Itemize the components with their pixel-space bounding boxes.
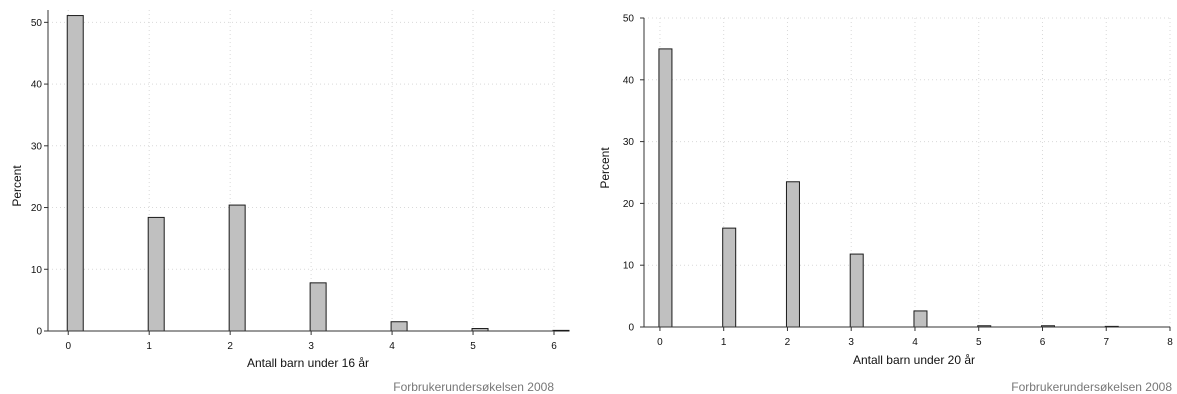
- x-tick-label: 2: [227, 341, 233, 352]
- bar-6: [552, 329, 570, 332]
- bar-2: [785, 181, 800, 328]
- bar-3: [849, 253, 864, 328]
- x-tick-label: 1: [721, 337, 727, 348]
- y-tick-label: 20: [31, 203, 43, 214]
- bar-4: [913, 310, 928, 328]
- x-tick-label: 4: [912, 337, 918, 348]
- bar-0: [66, 15, 84, 332]
- x-axis-title: Antall barn under 20 år: [853, 353, 975, 367]
- x-tick-label: 3: [848, 337, 854, 348]
- y-tick-label: 0: [36, 327, 42, 338]
- source-note: Forbrukerundersøkelsen 2008: [1011, 380, 1172, 394]
- y-tick-label: 10: [31, 265, 43, 276]
- y-tick-label: 50: [623, 14, 635, 25]
- y-tick-label: 40: [31, 80, 43, 91]
- y-tick-label: 30: [623, 137, 635, 148]
- y-axis-title: Percent: [10, 165, 24, 207]
- x-axis-title: Antall barn under 16 år: [247, 356, 369, 370]
- x-tick-label: 1: [146, 341, 152, 352]
- x-tick-label: 3: [308, 341, 314, 352]
- y-tick-label: 40: [623, 75, 635, 86]
- y-tick-label: 10: [623, 261, 635, 272]
- bar-1: [147, 216, 165, 332]
- x-tick-label: 7: [1103, 337, 1109, 348]
- source-note: Forbrukerundersøkelsen 2008: [393, 380, 554, 394]
- chart-children-under-16: 0 10 20 30 40 50 0 1 2 3 4 5 6 Antall barn under 16 …: [10, 10, 570, 394]
- x-tick-label: 5: [976, 337, 982, 348]
- bar-3: [309, 282, 327, 332]
- x-tick-label: 5: [470, 341, 476, 352]
- x-tick-label: 8: [1167, 337, 1173, 348]
- chart-children-under-20: 0 10 20 30 40 50 0 1 2 3 4 5 6 7 8 Antall barn under 2…: [598, 14, 1173, 394]
- y-tick-label: 50: [31, 18, 43, 29]
- x-tick-label: 6: [1040, 337, 1046, 348]
- y-tick-label: 20: [623, 199, 635, 210]
- x-tick-label: 0: [65, 341, 71, 352]
- x-tick-label: 0: [657, 337, 663, 348]
- bar-1: [722, 227, 737, 328]
- bar-0: [658, 48, 673, 328]
- x-tick-label: 4: [389, 341, 395, 352]
- y-tick-label: 30: [31, 141, 43, 152]
- y-axis-title: Percent: [598, 147, 612, 189]
- y-tick-label: 0: [628, 323, 634, 334]
- x-tick-label: 6: [551, 341, 557, 352]
- bar-2: [228, 204, 246, 332]
- bar-4: [390, 321, 408, 332]
- x-tick-label: 2: [785, 337, 791, 348]
